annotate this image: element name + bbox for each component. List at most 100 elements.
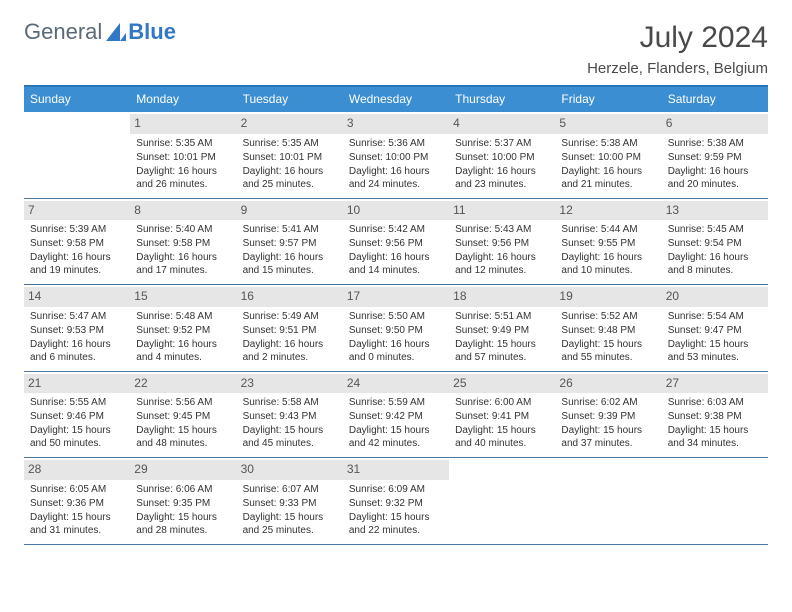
calendar-day-cell: 14Sunrise: 5:47 AMSunset: 9:53 PMDayligh… (24, 285, 130, 371)
sunset-line: Sunset: 9:58 PM (136, 237, 230, 250)
sunset-line: Sunset: 9:39 PM (561, 410, 655, 423)
daylight-line: Daylight: 15 hours and 53 minutes. (668, 338, 762, 364)
sunset-line: Sunset: 9:56 PM (455, 237, 549, 250)
brand-text-2: Blue (128, 18, 176, 47)
weekday-header-row: SundayMondayTuesdayWednesdayThursdayFrid… (24, 87, 768, 113)
calendar-day-cell: 22Sunrise: 5:56 AMSunset: 9:45 PMDayligh… (130, 372, 236, 458)
day-details: Sunrise: 5:50 AMSunset: 9:50 PMDaylight:… (349, 310, 443, 364)
day-number: 11 (449, 201, 555, 221)
day-details: Sunrise: 5:55 AMSunset: 9:46 PMDaylight:… (30, 396, 124, 450)
calendar-day-cell: 29 Sunrise: 6:06 AMSunset: 9:35 PMDayligh… (130, 458, 236, 544)
sunset-line: Sunset: 10:00 PM (455, 151, 549, 164)
day-details: Sunrise: 5:42 AMSunset: 9:56 PMDaylight:… (349, 223, 443, 277)
sunset-line: Sunset: 9:35 PM (136, 497, 230, 510)
day-details: Sunrise: 6:07 AMSunset: 9:33 PMDaylight:… (243, 483, 337, 537)
calendar-day-cell: 12Sunrise: 5:44 AMSunset: 9:55 PMDayligh… (555, 199, 661, 285)
day-details: Sunrise: 5:45 AMSunset: 9:54 PMDaylight:… (668, 223, 762, 277)
sunrise-line: Sunrise: 5:37 AM (455, 137, 549, 150)
calendar-day-cell: 21Sunrise: 5:55 AMSunset: 9:46 PMDayligh… (24, 372, 130, 458)
weekday-header: Sunday (24, 87, 130, 113)
location-text: Herzele, Flanders, Belgium (587, 59, 768, 79)
sunrise-line: Sunrise: 5:35 AM (243, 137, 337, 150)
weekday-header: Tuesday (237, 87, 343, 113)
daylight-line: Daylight: 16 hours and 4 minutes. (136, 338, 230, 364)
sunset-line: Sunset: 9:52 PM (136, 324, 230, 337)
daylight-line: Daylight: 15 hours and 31 minutes. (30, 511, 124, 537)
sunset-line: Sunset: 10:01 PM (136, 151, 230, 164)
calendar-day-cell: 8Sunrise: 5:40 AMSunset: 9:58 PMDaylight… (130, 199, 236, 285)
daylight-line: Daylight: 15 hours and 40 minutes. (455, 424, 549, 450)
day-details: Sunrise: 5:44 AMSunset: 9:55 PMDaylight:… (561, 223, 655, 277)
day-details: Sunrise: 5:58 AMSunset: 9:43 PMDaylight:… (243, 396, 337, 450)
sunset-line: Sunset: 9:42 PM (349, 410, 443, 423)
calendar-day-cell: 13Sunrise: 5:45 AMSunset: 9:54 PMDayligh… (662, 199, 768, 285)
day-number: 2 (237, 114, 343, 134)
month-title: July 2024 (587, 18, 768, 57)
sunset-line: Sunset: 9:48 PM (561, 324, 655, 337)
day-details: Sunrise: 6:06 AMSunset: 9:35 PMDaylight:… (136, 483, 230, 537)
page-header: General Blue July 2024 Herzele, Flanders… (24, 18, 768, 79)
sunrise-line: Sunrise: 6:02 AM (561, 396, 655, 409)
day-details: Sunrise: 5:39 AMSunset: 9:58 PMDaylight:… (30, 223, 124, 277)
weekday-header: Wednesday (343, 87, 449, 113)
calendar-empty-cell: . (449, 458, 555, 544)
day-details: Sunrise: 6:02 AMSunset: 9:39 PMDaylight:… (561, 396, 655, 450)
calendar-day-cell: 1Sunrise: 5:35 AMSunset: 10:01 PMDayligh… (130, 112, 236, 198)
sunset-line: Sunset: 9:56 PM (349, 237, 443, 250)
sunrise-line: Sunrise: 5:38 AM (561, 137, 655, 150)
calendar-week-row: 14Sunrise: 5:47 AMSunset: 9:53 PMDayligh… (24, 285, 768, 372)
day-number: 22 (130, 374, 236, 394)
sunrise-line: Sunrise: 5:41 AM (243, 223, 337, 236)
sunrise-line: Sunrise: 5:43 AM (455, 223, 549, 236)
weekday-header: Monday (130, 87, 236, 113)
daylight-line: Daylight: 15 hours and 57 minutes. (455, 338, 549, 364)
daylight-line: Daylight: 15 hours and 28 minutes. (136, 511, 230, 537)
day-number: 27 (662, 374, 768, 394)
daylight-line: Daylight: 16 hours and 14 minutes. (349, 251, 443, 277)
daylight-line: Daylight: 15 hours and 37 minutes. (561, 424, 655, 450)
daylight-line: Daylight: 16 hours and 6 minutes. (30, 338, 124, 364)
sunrise-line: Sunrise: 5:49 AM (243, 310, 337, 323)
daylight-line: Daylight: 16 hours and 25 minutes. (243, 165, 337, 191)
calendar-week-row: 21Sunrise: 5:55 AMSunset: 9:46 PMDayligh… (24, 372, 768, 459)
day-number: 28 (24, 460, 130, 480)
daylight-line: Daylight: 16 hours and 0 minutes. (349, 338, 443, 364)
sunrise-line: Sunrise: 5:36 AM (349, 137, 443, 150)
sunrise-line: Sunrise: 6:09 AM (349, 483, 443, 496)
day-number: 20 (662, 287, 768, 307)
calendar-day-cell: 27Sunrise: 6:03 AMSunset: 9:38 PMDayligh… (662, 372, 768, 458)
daylight-line: Daylight: 15 hours and 50 minutes. (30, 424, 124, 450)
day-details: Sunrise: 5:49 AMSunset: 9:51 PMDaylight:… (243, 310, 337, 364)
day-number: 19 (555, 287, 661, 307)
calendar-day-cell: 15 Sunrise: 5:48 AMSunset: 9:52 PMDayligh… (130, 285, 236, 371)
sunset-line: Sunset: 9:53 PM (30, 324, 124, 337)
calendar-day-cell: 5Sunrise: 5:38 AMSunset: 10:00 PMDayligh… (555, 112, 661, 198)
calendar-day-cell: 11Sunrise: 5:43 AMSunset: 9:56 PMDayligh… (449, 199, 555, 285)
calendar-day-cell: 31Sunrise: 6:09 AMSunset: 9:32 PMDayligh… (343, 458, 449, 544)
day-number: 29 (130, 460, 236, 480)
sunrise-line: Sunrise: 5:45 AM (668, 223, 762, 236)
calendar-empty-cell: . (662, 458, 768, 544)
day-number: 15 (130, 287, 236, 307)
sunset-line: Sunset: 9:57 PM (243, 237, 337, 250)
calendar-day-cell: 6Sunrise: 5:38 AMSunset: 9:59 PMDaylight… (662, 112, 768, 198)
daylight-line: Daylight: 16 hours and 19 minutes. (30, 251, 124, 277)
sunset-line: Sunset: 9:59 PM (668, 151, 762, 164)
day-details: Sunrise: 6:05 AMSunset: 9:36 PMDaylight:… (30, 483, 124, 537)
day-number: 21 (24, 374, 130, 394)
sunrise-line: Sunrise: 5:56 AM (136, 396, 230, 409)
daylight-line: Daylight: 15 hours and 22 minutes. (349, 511, 443, 537)
daylight-line: Daylight: 16 hours and 15 minutes. (243, 251, 337, 277)
day-details: Sunrise: 5:38 AMSunset: 9:59 PMDaylight:… (668, 137, 762, 191)
sunset-line: Sunset: 9:43 PM (243, 410, 337, 423)
day-details: Sunrise: 5:48 AMSunset: 9:52 PMDaylight:… (136, 310, 230, 364)
day-number: 3 (343, 114, 449, 134)
day-number: 1 (130, 114, 236, 134)
sunrise-line: Sunrise: 5:39 AM (30, 223, 124, 236)
daylight-line: Daylight: 15 hours and 25 minutes. (243, 511, 337, 537)
day-number: 17 (343, 287, 449, 307)
daylight-line: Daylight: 15 hours and 42 minutes. (349, 424, 443, 450)
sunset-line: Sunset: 9:33 PM (243, 497, 337, 510)
sunset-line: Sunset: 10:01 PM (243, 151, 337, 164)
daylight-line: Daylight: 16 hours and 8 minutes. (668, 251, 762, 277)
